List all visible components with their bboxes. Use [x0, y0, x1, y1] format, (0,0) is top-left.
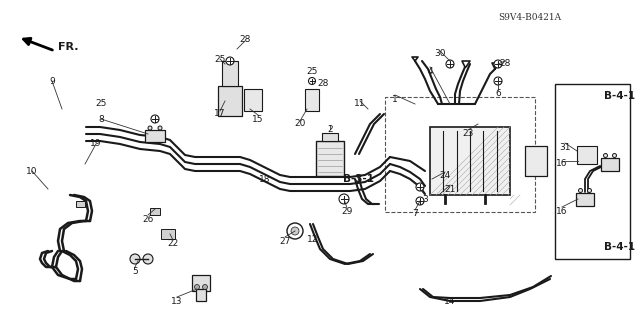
Text: 8: 8: [98, 115, 104, 123]
Circle shape: [291, 227, 299, 235]
Text: 27: 27: [279, 236, 291, 246]
Bar: [316, 141, 344, 176]
Circle shape: [446, 60, 454, 68]
Text: 25: 25: [307, 66, 317, 76]
Text: 23: 23: [462, 130, 474, 138]
Text: 21: 21: [444, 184, 456, 194]
Text: 9: 9: [49, 77, 55, 85]
Text: 13: 13: [172, 296, 183, 306]
Text: FR.: FR.: [58, 42, 79, 52]
Text: 24: 24: [440, 172, 451, 181]
Bar: [192, 275, 210, 291]
Text: 30: 30: [435, 49, 445, 58]
Text: 25: 25: [214, 55, 226, 63]
Bar: [577, 146, 597, 164]
Text: 22: 22: [168, 240, 179, 249]
Circle shape: [195, 285, 200, 290]
Circle shape: [612, 153, 616, 158]
Circle shape: [494, 60, 502, 68]
Circle shape: [604, 153, 607, 158]
Text: 19: 19: [90, 139, 102, 149]
Text: 11: 11: [355, 100, 365, 108]
Circle shape: [226, 57, 234, 65]
Text: 14: 14: [444, 296, 456, 306]
Circle shape: [158, 126, 162, 130]
Text: B-4-1: B-4-1: [604, 91, 636, 101]
Bar: [385, 97, 535, 212]
Circle shape: [579, 189, 582, 192]
Text: 2: 2: [327, 124, 333, 133]
Bar: [430, 127, 510, 195]
Bar: [218, 86, 242, 116]
Bar: [222, 61, 238, 86]
Bar: [576, 192, 594, 205]
Bar: [305, 89, 319, 111]
Text: 16: 16: [556, 160, 568, 168]
Bar: [525, 146, 547, 176]
Bar: [150, 207, 160, 214]
Circle shape: [151, 115, 159, 123]
Text: B-4-1: B-4-1: [604, 242, 636, 252]
Text: 4: 4: [427, 66, 433, 76]
Text: 15: 15: [252, 115, 264, 123]
Text: S9V4-B0421A: S9V4-B0421A: [499, 12, 561, 21]
Text: 3: 3: [422, 195, 428, 204]
Bar: [244, 89, 262, 111]
Text: 10: 10: [26, 167, 38, 175]
Text: 1: 1: [392, 94, 398, 103]
Text: 28: 28: [239, 34, 251, 43]
Circle shape: [494, 77, 502, 85]
Circle shape: [202, 285, 207, 290]
Bar: [161, 229, 175, 239]
Text: 17: 17: [214, 109, 226, 118]
Text: 5: 5: [132, 266, 138, 276]
Text: 28: 28: [499, 60, 511, 69]
Text: 26: 26: [142, 214, 154, 224]
Bar: [601, 158, 619, 170]
Text: B-3-1: B-3-1: [342, 174, 374, 184]
Circle shape: [130, 254, 140, 264]
Circle shape: [339, 194, 349, 204]
Text: 18: 18: [259, 174, 271, 183]
Text: 20: 20: [294, 120, 306, 129]
Bar: [322, 133, 338, 141]
Circle shape: [416, 183, 424, 191]
Bar: [555, 84, 630, 259]
Text: 25: 25: [95, 100, 107, 108]
Circle shape: [148, 126, 152, 130]
Text: 12: 12: [307, 234, 319, 243]
Circle shape: [143, 254, 153, 264]
Text: 28: 28: [317, 79, 329, 88]
Bar: [196, 289, 206, 301]
Text: 31: 31: [559, 143, 571, 152]
Text: 29: 29: [341, 207, 353, 217]
Text: 16: 16: [556, 206, 568, 216]
Circle shape: [416, 197, 424, 205]
Bar: [76, 201, 84, 207]
Bar: [145, 130, 165, 142]
Text: 6: 6: [495, 90, 501, 99]
Text: 7: 7: [412, 210, 418, 219]
Circle shape: [588, 189, 591, 192]
Circle shape: [308, 78, 316, 85]
